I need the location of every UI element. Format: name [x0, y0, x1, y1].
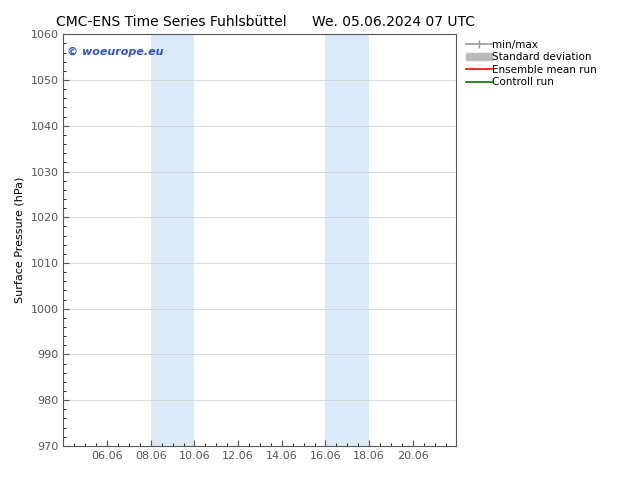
Text: CMC-ENS Time Series Fuhlsbüttel: CMC-ENS Time Series Fuhlsbüttel — [56, 15, 287, 29]
Text: We. 05.06.2024 07 UTC: We. 05.06.2024 07 UTC — [311, 15, 475, 29]
Bar — [151, 34, 195, 446]
Text: © woeurope.eu: © woeurope.eu — [67, 47, 164, 57]
Bar — [325, 34, 369, 446]
Y-axis label: Surface Pressure (hPa): Surface Pressure (hPa) — [15, 177, 25, 303]
Legend: min/max, Standard deviation, Ensemble mean run, Controll run: min/max, Standard deviation, Ensemble me… — [465, 40, 602, 87]
